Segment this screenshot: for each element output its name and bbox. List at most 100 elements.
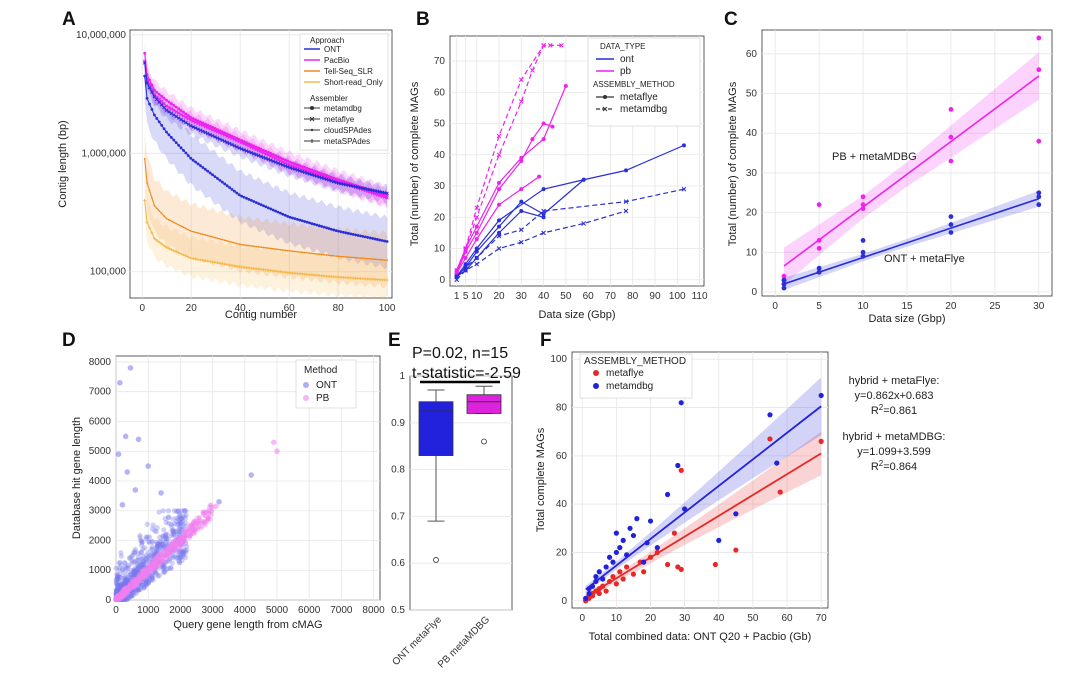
data-point-ont [142,560,149,566]
data-point-ont [176,521,182,527]
data-point-ont [155,541,161,547]
y-tick-label: 60 [746,49,758,60]
data-point-ont [126,582,132,588]
x-tick-label: 30 [516,291,528,302]
data-point-pb [124,588,130,594]
y-tick-label: 0.7 [391,511,405,522]
legend-label: cloudSPAdes [324,126,371,135]
data-point [305,272,309,276]
data-point-pb [133,582,138,588]
data-point-pb [142,568,147,574]
data-point [624,564,630,570]
data-point-ont [114,596,120,603]
data-point-ont [128,582,134,588]
data-point-pb [116,597,122,602]
data-point-pb [177,535,183,541]
data-point-ont [146,555,152,561]
data-point-pb [179,542,185,548]
data-point-pb [129,581,135,587]
data-point-pb [134,579,139,585]
panel-f-annotation-metamdbg-eq: y=1.099+3.599 [857,446,930,458]
data-point [302,170,307,175]
data-point-pb [151,565,157,571]
data-point-pb [127,581,133,587]
data-point-ont [151,555,157,561]
data-point-ont [137,534,143,540]
data-point-ont [134,561,140,567]
data-point-ont [117,585,124,591]
data-point-pb [189,523,195,529]
data-point-ont [113,596,119,603]
ci-band [144,43,388,208]
data-point-ont [131,576,137,582]
data-point-pb [148,567,154,573]
data-point-pb [179,539,184,545]
data-point [245,244,248,247]
data-point-ont [121,589,127,595]
data-point [283,213,287,217]
data-point-ont [118,596,124,603]
data-point-pb [115,597,121,602]
data-point [259,147,263,151]
data-point-ont [135,586,141,593]
data-point-pb [141,567,146,573]
data-point [205,125,210,130]
data-point [518,99,524,104]
legend-label: pb [620,66,632,77]
data-point-ont [143,577,150,583]
data-point-ont [125,583,131,589]
data-point [169,111,174,116]
data-point-pb [154,560,160,565]
data-point-ont [164,543,170,549]
data-point [218,261,222,265]
data-point-outlier [124,469,131,475]
data-point [271,155,275,160]
data-point [256,153,261,158]
data-point [165,246,168,249]
data-point-ont [165,514,172,520]
data-point-ont [136,582,142,588]
data-point-ont [171,531,177,537]
data-point-pb [162,557,168,563]
data-point-ont [156,559,163,565]
data-point [262,148,265,152]
data-point-ont [135,566,141,573]
data-point-ont [113,592,120,598]
data-point [202,233,204,236]
data-point-ont [183,512,189,518]
data-point [373,237,377,241]
data-point [593,578,599,585]
data-point-ont [129,579,135,585]
data-point-ont [137,586,144,593]
data-point-pb [202,513,208,519]
data-point-pb [209,508,214,514]
data-point-ont [118,562,124,568]
data-point-ont [143,581,149,587]
data-point-ont [127,575,133,581]
data-point-ont [174,534,180,541]
data-point-ont [138,564,144,571]
data-point [271,153,275,156]
data-point-ont [175,535,182,541]
data-point [194,160,197,164]
data-point-ont [130,574,137,580]
x-tick-label: PB metaMDBG [436,614,492,670]
data-point [550,124,555,129]
data-point-ont [171,548,177,554]
data-point-pb [117,594,123,600]
data-point [654,545,660,551]
data-point-ont [166,520,172,526]
data-point-ont [158,559,164,565]
data-point-pb [121,590,127,595]
data-point [169,102,173,106]
data-point [259,267,263,271]
data-point [286,214,290,218]
data-point [172,108,176,113]
data-point-ont [113,596,119,603]
data-point-pb [136,576,141,582]
data-point [208,124,212,128]
data-point-ont [179,533,185,539]
data-point-ont [144,576,150,582]
data-point [158,210,161,212]
data-point-ont [162,543,168,549]
